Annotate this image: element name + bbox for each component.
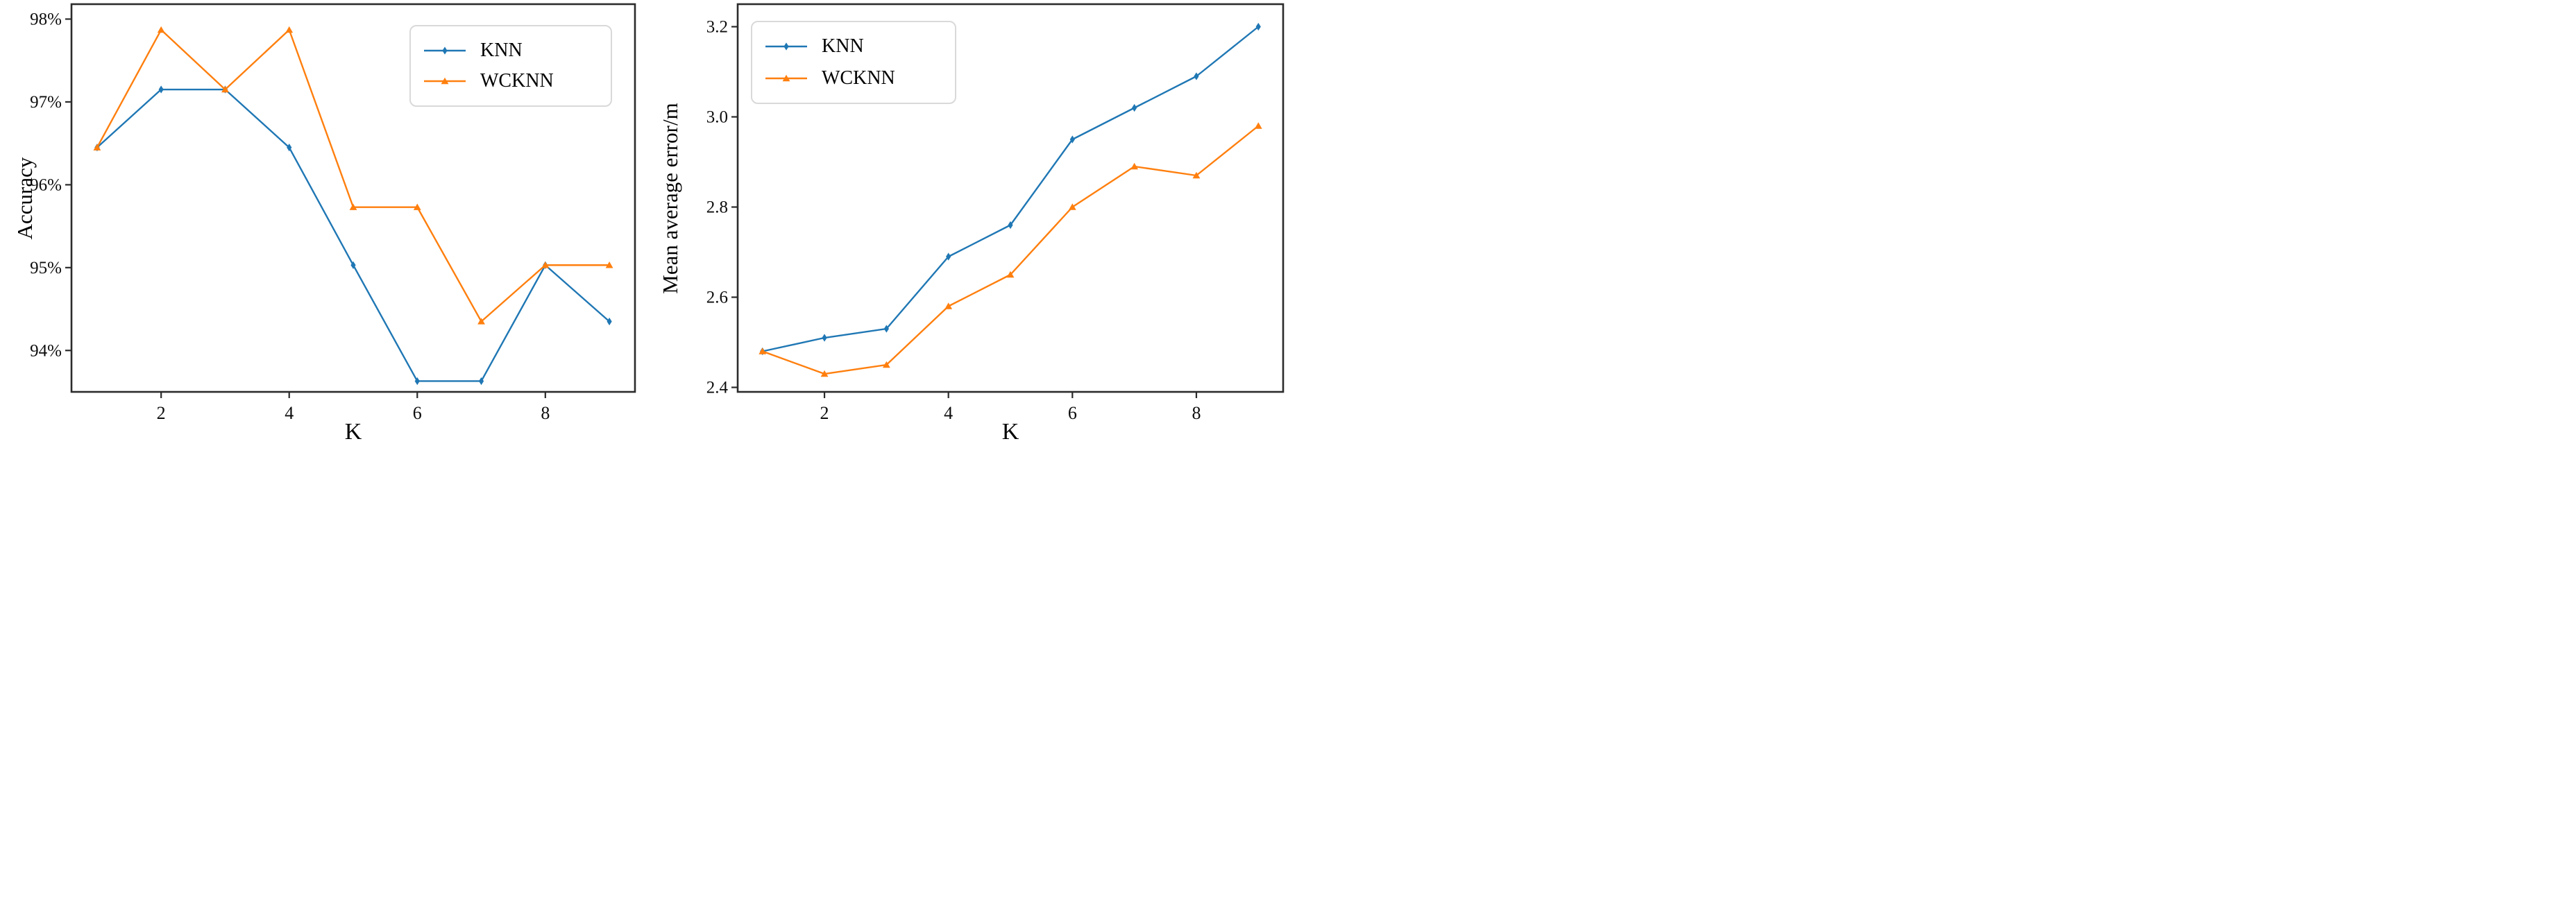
error-y-axis-label: Mean average error/m [658,103,682,294]
accuracy-chart-panel: 2 4 6 8 94% 95% 96% 97% 98% Accuracy K KNN WCKNN [0,0,644,455]
x-tick-label: 2 [820,403,829,423]
wcknn-marker [1006,271,1015,278]
y-tick-label: 96% [30,175,62,194]
y-tick-label: 2.6 [706,289,728,307]
knn-line-sample-icon [424,46,466,55]
wcknn-marker [413,203,421,210]
legend-label-wcknn: WCKNN [480,70,554,92]
knn-marker [1255,22,1261,31]
plot-border [70,3,636,393]
legend-label-wcknn: WCKNN [822,67,895,89]
wcknn-marker [605,261,613,268]
y-tick-label: 2.4 [706,379,729,397]
x-tick-label: 8 [1192,403,1201,423]
accuracy-x-axis-label: K [344,419,362,445]
wcknn-marker [221,85,229,93]
accuracy-y-axis-label: Accuracy [12,157,37,240]
legend-entry-knn: KNN [763,37,944,56]
wcknn-marker [1192,171,1201,179]
knn-sample-marker [442,46,448,55]
x-tick-label: 4 [944,403,953,423]
wcknn-sample-marker [782,74,790,81]
wcknn-marker [157,26,165,33]
x-tick-label: 6 [413,403,422,423]
knn-marker [414,377,420,386]
knn-marker [478,377,484,386]
x-tick-label: 4 [285,403,294,423]
x-tick-label: 8 [541,403,550,423]
wcknn-marker [349,203,357,210]
wcknn-marker [477,318,485,325]
wcknn-marker [944,302,953,309]
y-tick-label: 3.2 [706,18,728,37]
wcknn-marker [1254,122,1262,129]
knn-marker [946,252,951,261]
wcknn-marker [882,361,890,368]
wcknn-marker [1130,162,1139,170]
legend-label-knn: KNN [480,39,523,61]
y-tick-label: 97% [30,93,62,112]
error-legend: KNN WCKNN [751,21,956,104]
plot-border [736,3,1285,393]
y-tick-label: 3.0 [706,108,728,127]
wcknn-sample-marker [441,78,449,85]
wcknn-marker [93,144,101,151]
knn-marker [883,325,889,333]
wcknn-marker [285,26,294,33]
knn-line-sample-icon [765,42,807,51]
x-tick-label: 6 [1068,403,1077,423]
wcknn-marker [759,347,767,354]
knn-line [96,88,611,382]
legend-entry-knn: KNN [422,39,600,61]
knn-sample-marker [783,42,789,51]
knn-marker [1069,135,1075,144]
y-tick-label: 98% [30,10,62,29]
knn-marker [1194,72,1199,80]
figure-canvas: 2 4 6 8 94% 95% 96% 97% 98% Accuracy K KNN WCKNN… [0,0,1288,455]
knn-marker [287,144,292,152]
wcknn-line-sample-icon [424,78,466,85]
y-tick-label: 94% [30,341,62,360]
error-x-axis-label: K [1001,419,1019,445]
knn-marker [1132,103,1137,112]
legend-entry-wcknn: WCKNN [422,71,600,91]
wcknn-marker [1068,203,1076,210]
accuracy-legend: KNN WCKNN [409,25,612,107]
x-tick-label: 2 [157,403,166,423]
wcknn-marker [820,370,829,377]
wcknn-line-sample-icon [765,74,807,81]
wcknn-marker [541,261,550,268]
y-tick-label: 2.8 [706,198,728,217]
legend-label-knn: KNN [822,35,864,58]
knn-marker [822,334,827,342]
knn-marker [158,85,164,94]
accuracy-plot-area: 2 4 6 8 94% 95% 96% 97% 98% [30,3,636,423]
error-chart-panel: 2 4 6 8 2.4 2.6 2.8 3.0 3.2 Mean average error/m… [644,0,1288,455]
knn-marker [350,261,356,269]
error-plot-area: 2 4 6 8 2.4 2.6 2.8 3.0 3.2 [706,3,1285,423]
y-tick-label: 95% [30,259,62,277]
knn-marker [607,317,612,326]
legend-entry-wcknn: WCKNN [763,67,944,89]
